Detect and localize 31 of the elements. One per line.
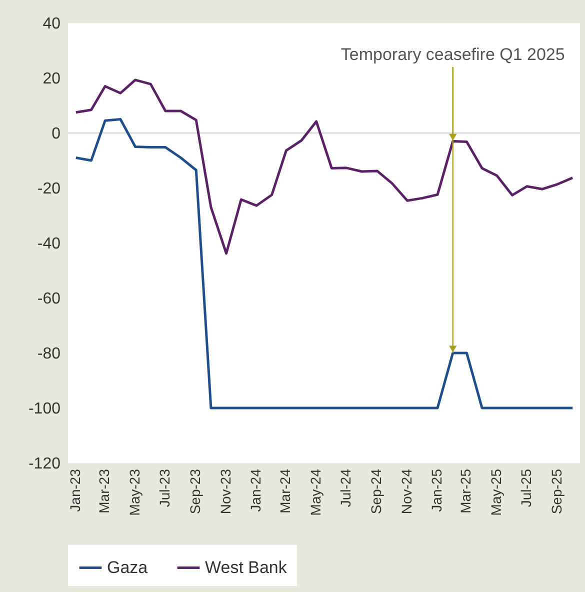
line-series [74,118,574,410]
y-tick-label: -120 [28,456,61,472]
x-tick-label: May-23 [126,468,142,516]
x-tick-label: Sep-23 [187,468,204,514]
y-tick-label: -60 [37,290,61,308]
y-tick-label: 40 [42,16,61,32]
y-tick-label: -100 [28,400,61,418]
x-tick-label: Nov-24 [398,468,414,514]
x-tick-label: Jan-23 [66,468,83,512]
x-tick-label: Jul-25 [518,468,534,508]
x-tick-label: May-25 [488,468,504,516]
x-tick-label: Mar-23 [96,468,112,514]
x-tick-label: Sep-25 [548,468,565,514]
annotation: Temporary ceasefire Q1 2025 [340,45,565,64]
x-tick-label: Mar-24 [277,468,294,514]
x-tick-label: Jul-24 [338,468,354,508]
y-tick-label: 0 [52,126,61,142]
x-tick-label: Jul-23 [156,468,172,508]
legend-label: Gaza [107,558,148,577]
legend-label: West Bank [205,558,288,577]
x-tick-label: Jan-24 [247,468,264,512]
y-tick-label: -20 [37,180,61,198]
x-tick-label: Mar-25 [458,468,474,514]
x-tick-label: May-24 [307,468,324,516]
x-tick-label: Jan-25 [428,468,445,512]
x-tick-label: Nov-23 [217,468,234,514]
y-tick-label: -80 [37,346,61,362]
y-tick-label: -40 [37,236,61,252]
x-tick-label: Sep-24 [368,468,384,514]
y-tick-label: 20 [42,70,61,88]
line-series [74,78,574,255]
